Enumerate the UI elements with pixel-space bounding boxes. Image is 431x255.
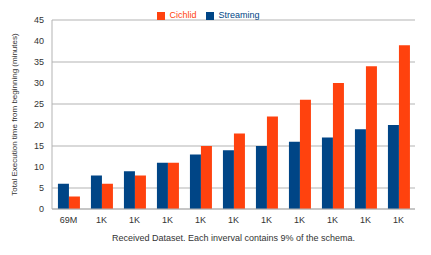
svg-text:1K: 1K xyxy=(360,215,371,225)
svg-text:5: 5 xyxy=(39,183,44,193)
svg-text:15: 15 xyxy=(34,141,44,151)
svg-text:1K: 1K xyxy=(327,215,338,225)
svg-text:69M: 69M xyxy=(60,215,78,225)
svg-text:1K: 1K xyxy=(129,215,140,225)
svg-text:0: 0 xyxy=(39,204,44,214)
svg-text:1K: 1K xyxy=(195,215,206,225)
svg-text:10: 10 xyxy=(34,162,44,172)
svg-text:1K: 1K xyxy=(393,215,404,225)
html-text:Cichlid: Cichlid xyxy=(169,10,197,20)
svg-text:25: 25 xyxy=(34,99,44,109)
svg-text:40: 40 xyxy=(34,36,44,46)
svg-text:1K: 1K xyxy=(228,215,239,225)
svg-text:Received Dataset. Each inverva: Received Dataset. Each inverval contains… xyxy=(112,233,355,243)
svg-text:35: 35 xyxy=(34,57,44,67)
svg-text:1K: 1K xyxy=(162,215,173,225)
svg-text:Total Execution time from begi: Total Execution time from beginning (min… xyxy=(10,33,19,196)
svg-text:20: 20 xyxy=(34,120,44,130)
svg-text:30: 30 xyxy=(34,78,44,88)
svg-text:1K: 1K xyxy=(261,215,272,225)
svg-text:1K: 1K xyxy=(96,215,107,225)
svg-text:1K: 1K xyxy=(294,215,305,225)
html-text:Streaming: Streaming xyxy=(218,10,260,20)
svg-text:45: 45 xyxy=(34,15,44,25)
